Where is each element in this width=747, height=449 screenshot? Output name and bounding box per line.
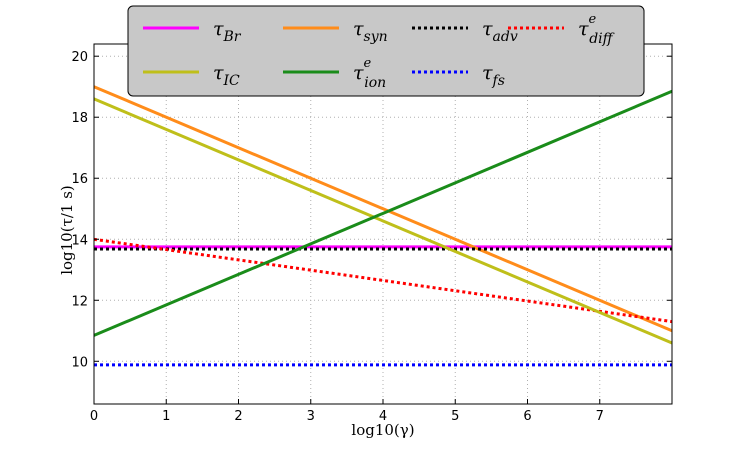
series-line-ion [93, 89, 673, 337]
series-line-syn [93, 85, 673, 333]
legend-subscript: adv [493, 29, 518, 45]
y-tick-label: 20 [71, 50, 88, 65]
y-axis-label: log10(τ/1 s) [58, 185, 76, 275]
legend-label-adv: τadv [482, 18, 518, 45]
x-axis-label-text: log10(γ) [351, 421, 414, 439]
legend-subscript: syn [364, 29, 388, 45]
legend-symbol: τ [353, 62, 364, 84]
series-line-diff [93, 237, 673, 324]
legend-subscript: diff [589, 31, 614, 47]
y-tick-label: 18 [71, 111, 88, 126]
legend-symbol: τ [213, 62, 224, 84]
x-tick-label: 3 [307, 409, 315, 424]
legend-superscript: e [589, 12, 597, 27]
legend-subscript: fs [492, 73, 505, 89]
legend-symbol: τ [213, 18, 224, 40]
legend-symbol: τ [482, 18, 493, 40]
legend-symbol: τ [578, 18, 589, 40]
x-tick-label: 6 [523, 409, 531, 424]
x-tick-label: 0 [90, 409, 98, 424]
x-tick-label: 7 [596, 409, 604, 424]
y-axis-label-text: log10(τ/1 s) [58, 185, 76, 275]
y-tick-label: 10 [71, 355, 88, 370]
x-tick-label: 5 [451, 409, 459, 424]
legend-label-IC: τIC [213, 62, 240, 89]
y-tick-label: 14 [71, 233, 88, 248]
legend-label-Br: τBr [213, 18, 242, 45]
legend-subscript: IC [223, 73, 241, 89]
legend-label-fs: τfs [482, 62, 505, 89]
x-axis-label: log10(γ) [351, 421, 414, 439]
y-tick-label: 12 [71, 294, 88, 309]
legend-superscript: e [364, 56, 372, 71]
grid-lines [93, 44, 672, 404]
legend-label-syn: τsyn [353, 18, 388, 45]
legend-label-ion: τe ion [353, 56, 386, 91]
legend-subscript: ion [364, 75, 386, 91]
x-tick-label: 2 [234, 409, 242, 424]
legend-subscript: Br [223, 29, 242, 45]
legend-symbol: τ [353, 18, 364, 40]
y-tick-label: 16 [71, 172, 88, 187]
legend-symbol: τ [482, 62, 493, 84]
series-line-IC [93, 97, 673, 345]
series-lines [93, 85, 673, 367]
x-tick-label: 4 [379, 409, 387, 424]
legend-label-diff: τe diff [578, 12, 615, 47]
x-tick-label: 1 [162, 409, 170, 424]
